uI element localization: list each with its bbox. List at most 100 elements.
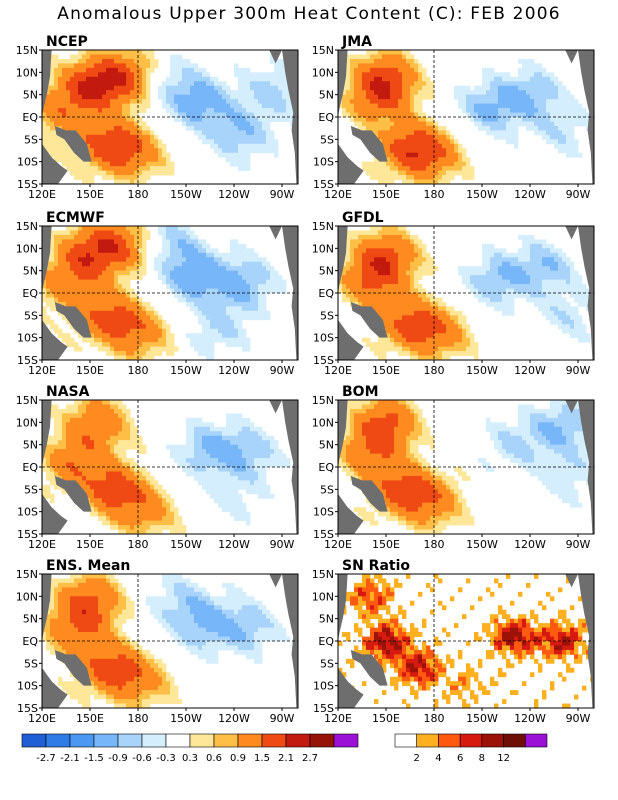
field-cell [362, 67, 367, 73]
field-cell [382, 161, 387, 167]
field-cell [546, 279, 551, 285]
field-cell [226, 301, 231, 307]
field-cell [70, 301, 75, 307]
field-cell [122, 234, 127, 240]
field-cell [54, 234, 59, 240]
field-cell [198, 81, 203, 87]
field-cell [118, 319, 123, 325]
field-cell [342, 94, 347, 100]
field-cell [374, 306, 379, 312]
field-cell [146, 76, 151, 82]
field-cell [350, 243, 355, 249]
field-cell [90, 319, 95, 325]
field-cell [174, 103, 179, 109]
field-cell [558, 81, 563, 87]
field-cell [146, 310, 151, 316]
field-cell [402, 152, 407, 158]
field-cell [566, 130, 571, 136]
field-cell [126, 72, 131, 78]
field-cell [70, 297, 75, 303]
field-cell [118, 270, 123, 276]
field-cell [366, 230, 371, 236]
field-cell [394, 252, 399, 258]
field-cell [190, 248, 195, 254]
field-cell [526, 112, 531, 118]
field-cell [50, 148, 55, 154]
field-cell [494, 248, 499, 254]
field-cell [90, 333, 95, 339]
field-cell [534, 121, 539, 127]
field-cell [214, 130, 219, 136]
field-cell [118, 239, 123, 245]
field-cell [110, 315, 115, 321]
field-cell [410, 239, 415, 245]
field-cell [78, 301, 83, 307]
field-cell [78, 239, 83, 245]
field-cell [522, 266, 527, 272]
field-cell [258, 270, 263, 276]
field-cell [538, 121, 543, 127]
field-cell [342, 90, 347, 96]
field-cell [186, 94, 191, 100]
field-cell [410, 351, 415, 356]
field-cell [106, 351, 111, 356]
field-cell [214, 315, 219, 321]
field-cell [474, 355, 479, 360]
field-cell [150, 157, 155, 163]
field-cell [374, 297, 379, 303]
field-cell [142, 342, 147, 347]
field-cell [250, 121, 255, 127]
field-cell [114, 261, 119, 267]
field-cell [182, 275, 187, 280]
field-cell [262, 76, 267, 82]
field-cell [386, 328, 391, 334]
field-cell [582, 333, 587, 339]
field-cell [266, 284, 271, 289]
field-cell [386, 161, 391, 167]
field-cell [386, 301, 391, 307]
field-cell [402, 346, 407, 352]
field-cell [50, 90, 55, 96]
field-cell [262, 103, 267, 109]
field-cell [122, 103, 127, 109]
field-cell [118, 257, 123, 263]
field-cell [98, 121, 103, 127]
field-cell [122, 54, 127, 60]
field-cell [410, 148, 415, 154]
field-cell [226, 103, 231, 109]
field-cell [274, 288, 279, 294]
field-cell [74, 161, 79, 167]
field-cell [366, 248, 371, 254]
field-cell [102, 125, 107, 131]
field-cell [246, 301, 251, 307]
field-cell [158, 270, 163, 276]
field-cell [422, 72, 427, 78]
field-cell [466, 351, 471, 356]
field-cell [362, 239, 367, 245]
field-cell [506, 284, 511, 289]
field-cell [198, 90, 203, 96]
field-cell [398, 288, 403, 294]
field-cell [278, 117, 283, 122]
field-cell [346, 94, 351, 100]
field-cell [390, 275, 395, 280]
field-cell [182, 284, 187, 289]
field-cell [130, 230, 135, 236]
field-cell [110, 310, 115, 316]
field-cell [206, 328, 211, 334]
field-cell [246, 337, 251, 343]
field-cell [530, 58, 535, 64]
field-cell [230, 337, 235, 343]
field-cell [102, 328, 107, 334]
field-cell [250, 301, 255, 307]
field-cell [78, 333, 83, 339]
field-cell [138, 248, 143, 254]
field-cell [398, 166, 403, 171]
field-cell [58, 239, 63, 245]
field-cell [226, 293, 231, 298]
field-cell [534, 108, 539, 113]
field-cell [210, 315, 215, 321]
field-cell [158, 328, 163, 334]
field-cell [410, 108, 415, 113]
field-cell [358, 301, 363, 307]
